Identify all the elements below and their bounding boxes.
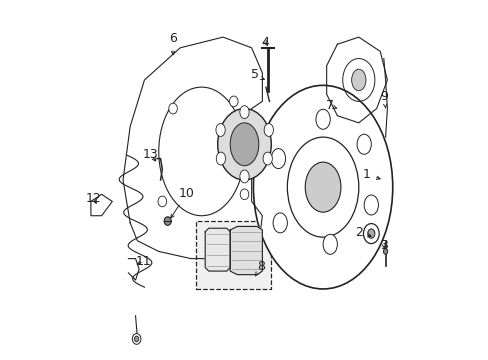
Text: 6: 6 <box>169 32 177 55</box>
Ellipse shape <box>253 85 392 289</box>
Ellipse shape <box>263 152 272 165</box>
Text: 3: 3 <box>379 239 387 252</box>
FancyBboxPatch shape <box>196 221 271 289</box>
Text: 9: 9 <box>380 90 387 108</box>
Text: 5: 5 <box>250 68 264 81</box>
Ellipse shape <box>240 170 248 183</box>
Text: 12: 12 <box>86 192 102 205</box>
Ellipse shape <box>383 249 387 254</box>
Ellipse shape <box>367 229 374 238</box>
Ellipse shape <box>240 106 248 118</box>
Ellipse shape <box>272 213 287 233</box>
Ellipse shape <box>229 96 238 107</box>
Ellipse shape <box>230 123 258 166</box>
Text: 8: 8 <box>255 260 265 276</box>
Ellipse shape <box>323 234 337 254</box>
Text: 13: 13 <box>143 148 159 162</box>
Text: 10: 10 <box>170 187 194 218</box>
Ellipse shape <box>216 123 225 136</box>
Ellipse shape <box>364 195 378 215</box>
Polygon shape <box>230 226 262 275</box>
Ellipse shape <box>132 334 141 344</box>
Ellipse shape <box>168 103 177 114</box>
Ellipse shape <box>164 217 171 225</box>
Text: 4: 4 <box>261 36 268 49</box>
Text: 11: 11 <box>136 255 151 268</box>
Polygon shape <box>205 228 230 271</box>
Text: 2: 2 <box>354 226 370 239</box>
Text: 1: 1 <box>363 168 379 181</box>
Polygon shape <box>326 37 386 123</box>
Ellipse shape <box>216 152 225 165</box>
Polygon shape <box>123 37 262 258</box>
Ellipse shape <box>351 69 365 91</box>
Ellipse shape <box>356 134 370 154</box>
Ellipse shape <box>271 149 285 168</box>
Ellipse shape <box>240 189 248 200</box>
Ellipse shape <box>217 109 271 180</box>
Text: 7: 7 <box>325 99 336 112</box>
Ellipse shape <box>315 109 329 129</box>
Ellipse shape <box>264 123 273 136</box>
Ellipse shape <box>134 336 139 342</box>
Ellipse shape <box>305 162 340 212</box>
Ellipse shape <box>363 224 378 244</box>
Ellipse shape <box>158 196 166 207</box>
